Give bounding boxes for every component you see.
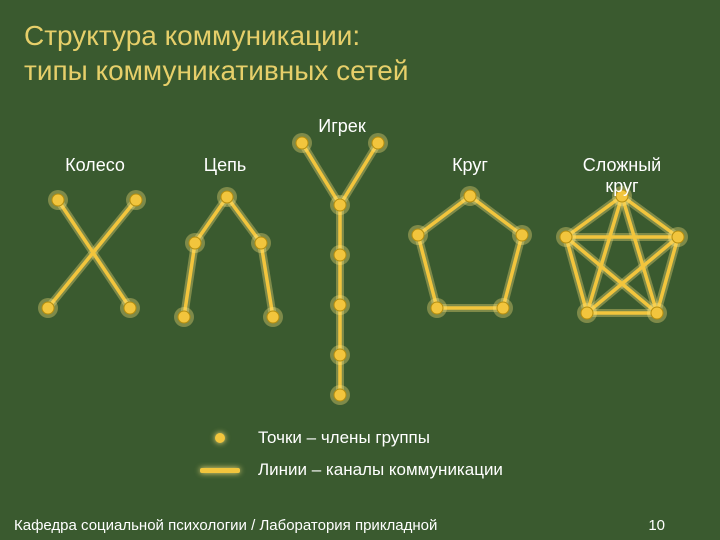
legend-dot-icon	[215, 433, 225, 443]
legend: Точки – члены группы Линии – каналы комм…	[200, 422, 503, 487]
footer-text: Кафедра социальной психологии / Лаборато…	[14, 517, 437, 534]
legend-dot-text: Точки – члены группы	[258, 422, 430, 454]
network-label-y: Игрек	[318, 116, 365, 137]
page-number: 10	[648, 517, 665, 534]
legend-row-dots: Точки – члены группы	[200, 422, 503, 454]
network-label-circle: Круг	[452, 155, 488, 176]
network-label-complete: Сложный круг	[573, 155, 671, 197]
slide: Структура коммуникации: типы коммуникати…	[0, 0, 720, 540]
network-label-wheel: Колесо	[65, 155, 125, 176]
legend-line-icon	[200, 468, 240, 473]
legend-row-lines: Линии – каналы коммуникации	[200, 454, 503, 486]
network-label-chain: Цепь	[204, 155, 246, 176]
legend-line-text: Линии – каналы коммуникации	[258, 454, 503, 486]
